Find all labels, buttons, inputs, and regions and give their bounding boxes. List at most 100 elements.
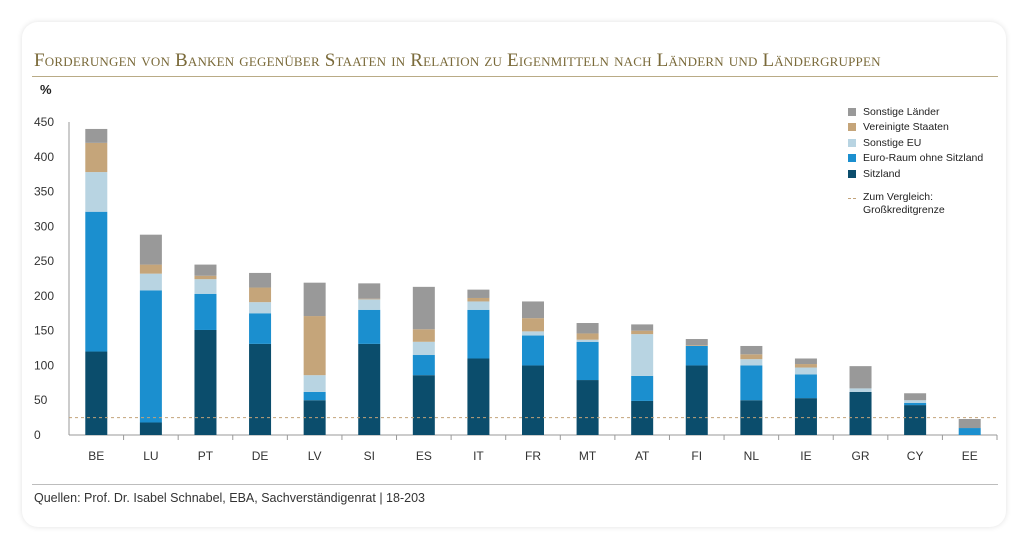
bar-sonstige_laender-ie — [794, 358, 817, 365]
legend-reference-swatch — [848, 197, 856, 199]
y-tick-label: 50 — [34, 393, 48, 407]
legend-swatch — [848, 123, 856, 132]
y-tick-label: 100 — [34, 358, 54, 372]
bar-sitzland-lv — [303, 400, 326, 435]
bar-sonstige_eu-gr — [849, 388, 872, 392]
bar-usa-de — [249, 287, 272, 303]
x-tick-label-gr: GR — [852, 449, 870, 463]
x-tick-label-fi: FI — [691, 449, 702, 463]
legend-label: Sonstige EU — [863, 136, 922, 149]
bar-sonstige_eu-es — [412, 341, 435, 356]
bar-usa-mt — [576, 333, 599, 340]
bar-euro_raum-pt — [194, 293, 217, 330]
x-tick-label-si: SI — [364, 449, 375, 463]
bar-euro_raum-be — [85, 211, 108, 352]
bar-sonstige_eu-it — [467, 301, 490, 310]
bar-sonstige_eu-be — [85, 172, 108, 212]
legend-swatch — [848, 107, 856, 116]
bar-sonstige_laender-gr — [849, 366, 872, 389]
bar-sitzland-at — [631, 400, 654, 435]
bar-sitzland-nl — [740, 400, 763, 435]
legend-label: Zum Vergleich: Großkreditgrenze — [863, 190, 945, 216]
bar-sonstige_laender-be — [85, 128, 108, 143]
bar-sitzland-es — [412, 375, 435, 435]
source-rule — [32, 484, 998, 485]
bar-sonstige_laender-de — [249, 272, 272, 288]
x-tick-label-be: BE — [88, 449, 104, 463]
bar-sonstige_eu-nl — [740, 359, 763, 366]
y-tick-label: 200 — [34, 289, 54, 303]
bar-euro_raum-si — [358, 309, 381, 344]
bar-usa-lu — [139, 264, 162, 274]
x-tick-label-fr: FR — [525, 449, 541, 463]
bar-usa-nl — [740, 354, 763, 360]
y-tick-label: 150 — [34, 324, 54, 338]
legend: Sonstige Länder Vereinigte Staaten Sonstig… — [848, 104, 983, 217]
x-tick-label-nl: NL — [744, 449, 760, 463]
bar-sonstige_eu-cy — [904, 400, 927, 404]
bar-euro_raum-it — [467, 309, 490, 359]
source-note: Quellen: Prof. Dr. Isabel Schnabel, EBA,… — [34, 491, 425, 505]
bar-euro_raum-es — [412, 355, 435, 376]
bar-euro_raum-ie — [794, 374, 817, 399]
bar-sitzland-be — [85, 351, 108, 435]
bar-sonstige_laender-es — [412, 286, 435, 330]
bar-euro_raum-nl — [740, 365, 763, 401]
bar-sonstige_eu-fr — [522, 331, 544, 336]
x-tick-label-lv: LV — [308, 449, 322, 463]
bar-usa-at — [631, 330, 654, 335]
bar-usa-it — [467, 297, 490, 302]
bar-sonstige_laender-pt — [194, 264, 217, 276]
bar-sonstige_laender-si — [358, 283, 381, 299]
bar-sitzland-lu — [139, 422, 162, 435]
bar-sonstige_laender-fr — [522, 301, 544, 319]
bar-sonstige_eu-pt — [194, 279, 217, 294]
bar-sitzland-ie — [794, 398, 817, 435]
bar-usa-si — [358, 298, 381, 300]
legend-swatch — [848, 169, 856, 178]
x-tick-label-at: AT — [635, 449, 650, 463]
x-tick-label-pt: PT — [198, 449, 214, 463]
bar-sitzland-mt — [576, 380, 599, 435]
bar-sonstige_eu-mt — [576, 339, 599, 342]
bar-sitzland-cy — [904, 405, 927, 435]
bar-euro_raum-at — [631, 375, 654, 401]
bar-euro_raum-mt — [576, 341, 599, 381]
x-tick-label-ie: IE — [800, 449, 811, 463]
y-tick-label: 300 — [34, 219, 54, 233]
bar-sonstige_eu-lv — [303, 375, 326, 392]
legend-item-euro_raum: Euro-Raum ohne Sitzland — [848, 151, 983, 167]
bar-usa-fr — [522, 318, 544, 332]
bar-sonstige_laender-lv — [303, 282, 326, 317]
legend-swatch — [848, 154, 856, 163]
bar-euro_raum-ee — [958, 428, 981, 435]
bar-sonstige_eu-ie — [794, 367, 817, 375]
bar-euro_raum-fr — [522, 335, 544, 366]
bar-sonstige_eu-si — [358, 299, 381, 310]
legend-swatch — [848, 138, 856, 147]
bar-sonstige_laender-mt — [576, 323, 599, 334]
bar-euro_raum-cy — [904, 403, 927, 406]
bar-sonstige_laender-fi — [685, 339, 708, 346]
bar-sitzland-it — [467, 358, 490, 435]
bar-sitzland-pt — [194, 329, 217, 435]
legend-item-sonstige_eu: Sonstige EU — [848, 135, 983, 151]
bar-usa-lv — [303, 316, 326, 376]
x-tick-label-cy: CY — [907, 449, 924, 463]
x-tick-label-es: ES — [416, 449, 432, 463]
bar-sitzland-fi — [685, 365, 708, 435]
bar-usa-es — [412, 329, 435, 342]
y-tick-label: 400 — [34, 150, 54, 164]
bar-euro_raum-de — [249, 313, 272, 344]
bar-sonstige_eu-de — [249, 302, 272, 314]
bar-euro_raum-lv — [303, 391, 326, 401]
bar-euro_raum-lu — [139, 290, 162, 423]
y-axis-unit-label: % — [40, 82, 52, 97]
bar-sonstige_laender-nl — [740, 345, 763, 355]
y-tick-label: 0 — [34, 428, 41, 442]
y-tick-label: 250 — [34, 254, 54, 268]
bar-sitzland-gr — [849, 391, 872, 435]
bar-sitzland-si — [358, 343, 381, 435]
bar-euro_raum-fi — [685, 345, 708, 366]
